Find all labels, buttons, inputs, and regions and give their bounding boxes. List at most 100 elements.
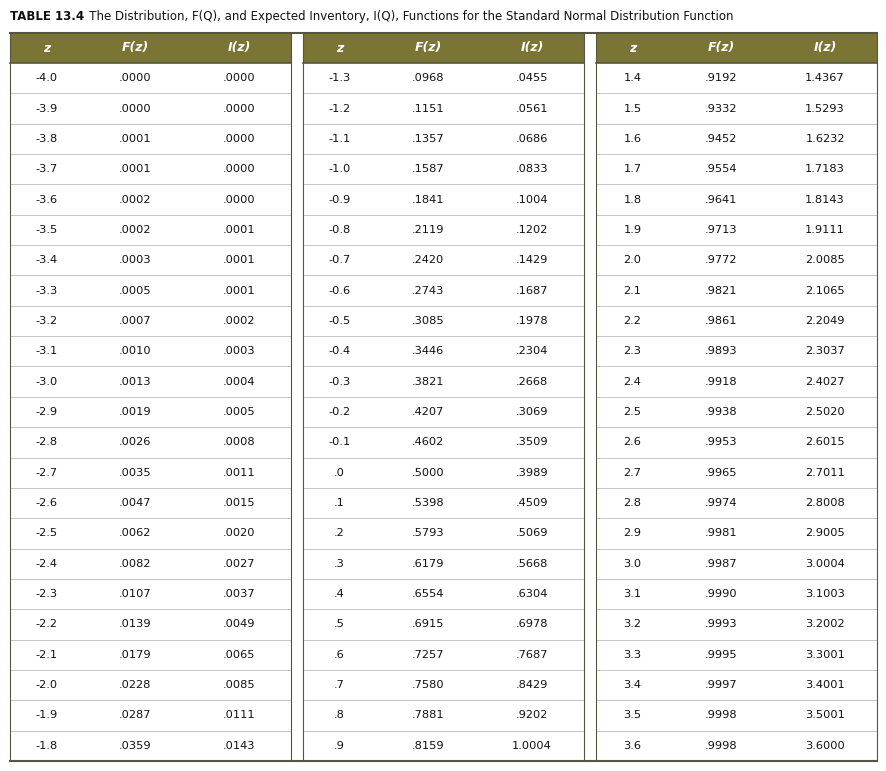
Text: -1.9: -1.9 [35,711,58,720]
Text: .0001: .0001 [222,225,255,235]
Text: .2420: .2420 [411,255,444,265]
Text: -1.2: -1.2 [328,103,350,113]
Text: .0287: .0287 [119,711,152,720]
Text: 1.4367: 1.4367 [804,73,843,83]
Text: .8: .8 [334,711,345,720]
Text: .9965: .9965 [704,468,736,478]
Text: 2.5: 2.5 [623,407,641,417]
Text: 3.5001: 3.5001 [804,711,844,720]
Text: .0002: .0002 [222,316,255,326]
Text: .7257: .7257 [411,650,444,660]
Text: 1.5: 1.5 [623,103,641,113]
Bar [10,33,291,63]
Text: .0082: .0082 [119,559,152,569]
Text: .2668: .2668 [516,377,548,386]
Text: 2.9005: 2.9005 [804,528,844,538]
Text: .0107: .0107 [119,589,152,599]
Text: .4: .4 [334,589,345,599]
Text: .1357: .1357 [411,134,444,144]
Text: .9953: .9953 [704,437,736,447]
Text: -0.7: -0.7 [328,255,350,265]
Text: 1.8143: 1.8143 [804,194,844,204]
Text: .9713: .9713 [704,225,736,235]
Text: 3.4: 3.4 [623,680,641,690]
Text: 1.6: 1.6 [623,134,641,144]
Text: 2.6: 2.6 [623,437,641,447]
Text: -0.8: -0.8 [328,225,350,235]
Text: .9998: .9998 [704,711,736,720]
Text: -3.8: -3.8 [35,134,58,144]
Text: I(z): I(z) [812,42,835,55]
Text: .2: .2 [334,528,345,538]
Text: -2.7: -2.7 [35,468,58,478]
Text: .0020: .0020 [222,528,255,538]
Text: 2.2: 2.2 [623,316,641,326]
Text: 2.3: 2.3 [623,346,641,356]
Text: .9: .9 [334,741,345,751]
Text: .4602: .4602 [411,437,444,447]
Text: .0015: .0015 [222,498,255,508]
Text: .1841: .1841 [411,194,444,204]
Text: -2.0: -2.0 [35,680,58,690]
Text: .3509: .3509 [515,437,548,447]
Text: .7881: .7881 [411,711,444,720]
Text: .4207: .4207 [411,407,444,417]
Text: .0000: .0000 [222,103,255,113]
Text: -3.4: -3.4 [35,255,58,265]
Text: .6: .6 [334,650,345,660]
Text: .5069: .5069 [515,528,548,538]
Text: 3.5: 3.5 [623,711,641,720]
Text: 1.0004: 1.0004 [511,741,551,751]
Text: I(z): I(z) [520,42,543,55]
Text: -3.5: -3.5 [35,225,58,235]
Text: 1.5293: 1.5293 [804,103,844,113]
Text: z: z [43,42,51,55]
Text: -2.2: -2.2 [35,619,58,629]
Text: -3.7: -3.7 [35,164,58,174]
Text: .9995: .9995 [704,650,736,660]
Text: .8159: .8159 [411,741,444,751]
Text: -3.0: -3.0 [35,377,58,386]
Text: -3.9: -3.9 [35,103,58,113]
Text: .0003: .0003 [222,346,255,356]
Text: .0005: .0005 [222,407,255,417]
Text: .9861: .9861 [704,316,736,326]
Text: .0007: .0007 [119,316,152,326]
Text: .8429: .8429 [516,680,548,690]
Text: 1.9111: 1.9111 [804,225,844,235]
Text: 3.1: 3.1 [623,589,641,599]
Text: The Distribution, F(Q), and Expected Inventory, I(Q), Functions for the Standard: The Distribution, F(Q), and Expected Inv… [78,10,733,23]
Text: F(z): F(z) [414,42,441,55]
Text: .0003: .0003 [119,255,152,265]
Text: .0010: .0010 [119,346,152,356]
Text: .2304: .2304 [516,346,548,356]
Text: .9554: .9554 [704,164,736,174]
Text: 2.9: 2.9 [623,528,641,538]
Text: .0049: .0049 [222,619,255,629]
Text: -3.6: -3.6 [35,194,58,204]
Text: .0111: .0111 [222,711,255,720]
Bar [595,33,876,63]
Text: .9997: .9997 [704,680,736,690]
Text: .0001: .0001 [119,134,152,144]
Text: .9202: .9202 [516,711,548,720]
Text: .1004: .1004 [515,194,548,204]
Text: -1.0: -1.0 [328,164,350,174]
Text: -0.3: -0.3 [328,377,350,386]
Text: -3.2: -3.2 [35,316,58,326]
Text: -2.1: -2.1 [35,650,58,660]
Text: 2.8: 2.8 [623,498,641,508]
Text: 2.7011: 2.7011 [804,468,844,478]
Text: -0.1: -0.1 [328,437,350,447]
Text: .9998: .9998 [704,741,736,751]
Text: .0968: .0968 [411,73,444,83]
Text: .0008: .0008 [222,437,255,447]
Text: .1687: .1687 [515,285,548,295]
Text: .0011: .0011 [222,468,255,478]
Text: .3069: .3069 [515,407,548,417]
Text: .6978: .6978 [515,619,548,629]
Text: .1978: .1978 [515,316,548,326]
Text: .5793: .5793 [411,528,444,538]
Text: .0005: .0005 [119,285,152,295]
Text: .3: .3 [334,559,345,569]
